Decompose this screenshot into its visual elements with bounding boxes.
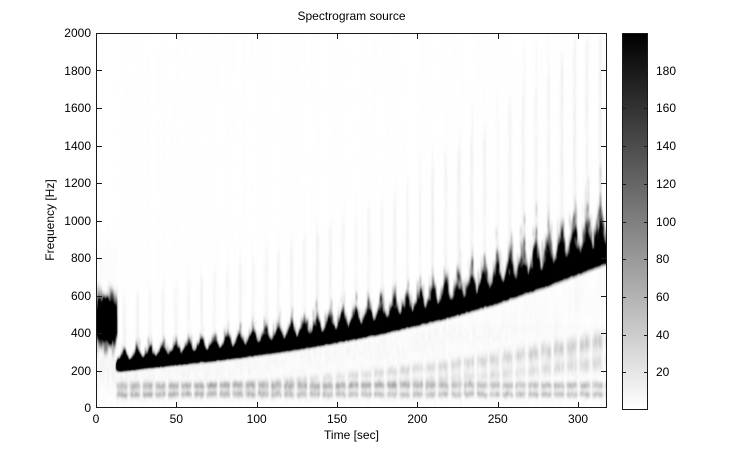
x-tick-label: 250 [487,412,508,426]
axis-ticks [96,33,607,408]
colorbar-tick-labels: 20 40 60 80 100 120 140 160 180 [656,33,696,410]
y-tick-label: 200 [70,363,91,378]
colorbar-tick-label: 140 [656,139,677,154]
x-tick-label: 150 [327,412,348,426]
colorbar-tick-label: 160 [656,101,677,116]
colorbar [622,33,648,410]
y-axis-label: Frequency [Hz] [43,179,57,261]
colorbar-tick-label: 180 [656,63,677,78]
x-tick-label: 100 [246,412,267,426]
y-tick-label: 1400 [64,138,91,153]
x-tick-label: 0 [92,412,100,426]
y-tick-label: 0 [84,401,91,415]
y-tick-label: 1800 [64,63,91,78]
colorbar-tick-label: 120 [656,176,677,191]
colorbar-tick-label: 80 [656,252,670,267]
y-tick-labels: 0 200 400 600 800 1000 1200 1400 1600 1800 2000 [0,26,91,415]
y-tick-label: 400 [70,326,91,340]
y-tick-label: 1000 [64,213,91,228]
y-tick-label: 600 [70,288,91,303]
colorbar-ticks [622,71,648,373]
colorbar-tick-label: 40 [656,327,670,342]
x-axis-label: Time [sec] [324,428,379,442]
y-tick-label: 2000 [64,26,91,40]
colorbar-gradient [623,34,647,409]
colorbar-tick-label: 100 [656,214,677,229]
x-tick-label: 300 [568,412,589,426]
x-tick-labels: 0 50 100 150 200 250 300 [92,412,607,426]
plot-title: Spectrogram source [297,9,406,23]
y-tick-label: 800 [70,251,91,265]
spectrogram-canvas [96,33,607,408]
x-tick-label: 50 [169,412,184,426]
y-tick-label: 1600 [64,101,91,115]
colorbar-tick-label: 20 [656,365,670,380]
colorbar-tick-label: 60 [656,289,670,304]
x-tick-label: 200 [407,412,428,426]
y-tick-label: 1200 [64,176,91,190]
